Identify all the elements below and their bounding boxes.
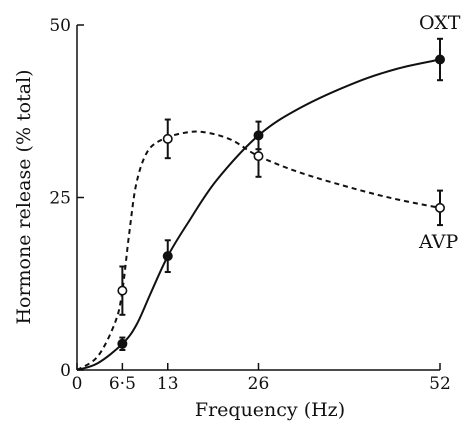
y-tick-label: 0 xyxy=(60,361,71,381)
x-tick-label: 52 xyxy=(429,374,451,394)
x-tick-label: 0 xyxy=(72,374,83,394)
error-bars xyxy=(119,37,443,351)
data-point-avp xyxy=(117,285,128,296)
series-label-oxt: OXT xyxy=(419,12,461,34)
x-tick-label: 26 xyxy=(248,374,270,394)
data-points xyxy=(117,54,445,349)
tick-marks xyxy=(76,24,441,371)
data-point-oxt xyxy=(117,338,128,349)
series-curves xyxy=(76,58,441,371)
series-line-avp xyxy=(76,130,441,371)
series-label-avp: AVP xyxy=(418,231,458,253)
axes xyxy=(76,25,440,371)
y-axis-title: Hormone release (% total) xyxy=(13,69,35,324)
data-point-oxt xyxy=(434,54,445,65)
data-point-oxt xyxy=(162,251,173,262)
x-tick-label: 6·5 xyxy=(109,374,136,394)
data-point-avp xyxy=(253,151,264,162)
data-point-avp xyxy=(162,133,173,144)
tick-labels: 0 6·5 13 26 52 0 25 50 xyxy=(49,16,450,394)
data-point-oxt xyxy=(253,130,264,141)
data-point-avp xyxy=(434,202,445,213)
x-tick-label: 13 xyxy=(157,374,179,394)
x-axis-title: Frequency (Hz) xyxy=(195,399,345,421)
y-tick-label: 25 xyxy=(49,189,71,209)
y-tick-label: 50 xyxy=(49,16,71,36)
